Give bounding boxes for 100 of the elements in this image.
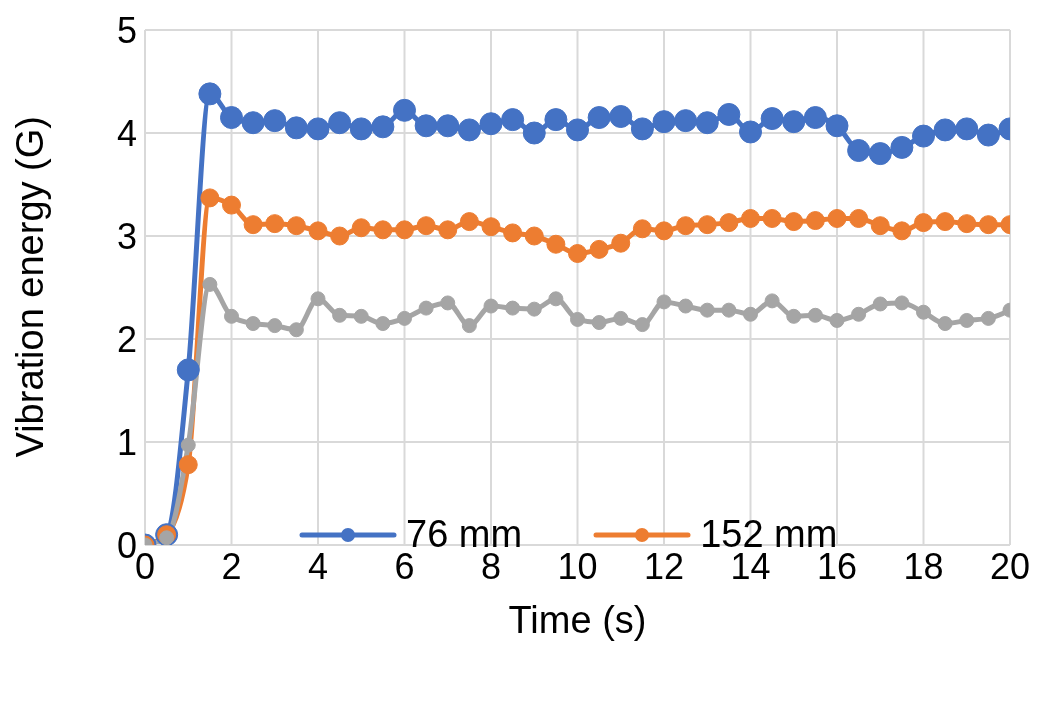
point bbox=[695, 111, 719, 135]
point bbox=[332, 307, 348, 323]
point bbox=[503, 223, 523, 243]
point bbox=[440, 295, 456, 311]
point bbox=[630, 117, 654, 141]
point bbox=[851, 306, 867, 322]
point bbox=[308, 221, 328, 241]
point bbox=[933, 118, 957, 142]
point bbox=[762, 208, 782, 228]
point bbox=[393, 98, 416, 122]
x-tick-label: 2 bbox=[221, 545, 242, 587]
point bbox=[609, 105, 633, 129]
point bbox=[418, 300, 434, 316]
point bbox=[222, 195, 241, 215]
point bbox=[395, 220, 414, 240]
point bbox=[479, 112, 503, 136]
y-tick-label: 5 bbox=[116, 9, 137, 51]
point bbox=[243, 215, 263, 235]
point bbox=[955, 117, 979, 141]
point bbox=[676, 216, 696, 236]
x-axis-title: Time (s) bbox=[508, 599, 647, 641]
x-tick-label: 10 bbox=[557, 545, 598, 587]
point bbox=[461, 318, 477, 334]
point bbox=[566, 118, 589, 142]
point bbox=[178, 455, 198, 475]
point bbox=[353, 308, 369, 324]
point bbox=[654, 221, 674, 241]
point bbox=[872, 296, 888, 312]
point bbox=[438, 220, 458, 240]
point bbox=[721, 302, 737, 318]
point bbox=[589, 239, 609, 259]
x-tick-label: 20 bbox=[989, 545, 1031, 587]
point bbox=[807, 307, 823, 323]
point bbox=[914, 213, 933, 233]
point bbox=[786, 308, 802, 324]
point bbox=[546, 234, 566, 254]
point bbox=[328, 111, 352, 135]
point bbox=[245, 316, 261, 332]
point bbox=[847, 139, 871, 163]
point bbox=[481, 217, 501, 237]
point bbox=[632, 219, 652, 239]
point bbox=[782, 110, 806, 134]
point bbox=[717, 102, 741, 126]
point bbox=[375, 316, 391, 332]
point bbox=[330, 226, 350, 246]
point bbox=[976, 123, 1000, 147]
point bbox=[760, 107, 784, 131]
point bbox=[978, 215, 998, 235]
point bbox=[805, 211, 825, 231]
point bbox=[373, 220, 393, 240]
y-tick-label: 3 bbox=[116, 215, 137, 257]
y-tick-label: 2 bbox=[116, 318, 137, 360]
point bbox=[868, 142, 892, 166]
point bbox=[803, 106, 827, 130]
point bbox=[674, 109, 698, 133]
point bbox=[524, 226, 544, 246]
point bbox=[180, 437, 196, 453]
point bbox=[829, 312, 845, 328]
point bbox=[310, 291, 326, 307]
point bbox=[741, 208, 760, 228]
point bbox=[286, 216, 306, 236]
point bbox=[587, 106, 611, 130]
point bbox=[505, 300, 521, 316]
point bbox=[265, 214, 285, 234]
point bbox=[371, 115, 395, 139]
point bbox=[697, 215, 717, 235]
point bbox=[349, 117, 373, 141]
point bbox=[483, 298, 499, 314]
point bbox=[959, 312, 975, 328]
point bbox=[288, 322, 304, 338]
point bbox=[200, 188, 220, 208]
point bbox=[241, 111, 265, 135]
x-tick-label: 12 bbox=[643, 545, 685, 587]
point bbox=[980, 310, 996, 326]
point bbox=[263, 109, 287, 133]
point bbox=[937, 316, 953, 332]
point bbox=[892, 221, 912, 241]
point bbox=[501, 108, 525, 132]
point bbox=[739, 120, 762, 144]
point bbox=[351, 218, 371, 238]
point bbox=[224, 308, 239, 324]
point bbox=[568, 244, 587, 264]
point bbox=[526, 301, 542, 317]
point bbox=[849, 208, 869, 228]
point bbox=[414, 114, 438, 138]
point bbox=[459, 212, 479, 232]
point bbox=[719, 213, 739, 233]
x-tick-label: 18 bbox=[903, 545, 944, 587]
point bbox=[544, 108, 568, 132]
point bbox=[678, 298, 694, 314]
point bbox=[935, 212, 955, 232]
point bbox=[656, 294, 672, 310]
point bbox=[176, 358, 200, 382]
x-tick-label: 4 bbox=[307, 545, 329, 587]
point bbox=[784, 212, 804, 232]
point bbox=[416, 216, 436, 236]
y-tick-label: 1 bbox=[116, 421, 137, 463]
point bbox=[634, 317, 650, 333]
point bbox=[894, 295, 910, 311]
point bbox=[764, 293, 780, 309]
